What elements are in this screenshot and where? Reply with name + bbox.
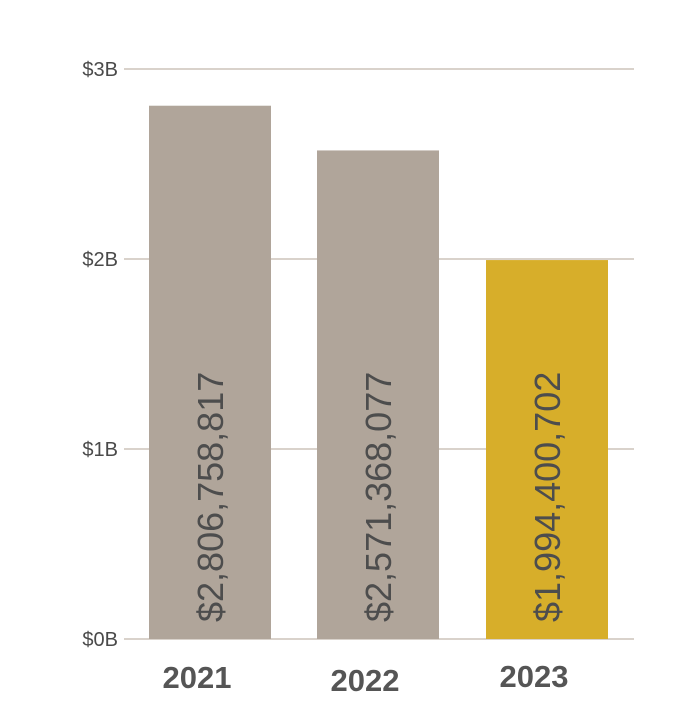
- y-tick-label: $2B: [82, 249, 118, 271]
- bar-layer: [149, 105, 608, 640]
- value-label-2021: $2,806,758,817: [190, 372, 231, 622]
- y-tick-label: $0B: [82, 629, 118, 651]
- label-layer: $0B $1B $2B $3B $2,806,758,817 2021 $2,571,368…: [82, 59, 568, 698]
- y-tick-label: $3B: [82, 59, 118, 81]
- bar-2023: [486, 260, 608, 639]
- x-tick-label-2023: 2023: [500, 659, 569, 694]
- bar-2021: [149, 105, 271, 640]
- y-tick-label: $1B: [82, 439, 118, 461]
- x-tick-label-2021: 2021: [163, 660, 232, 695]
- x-tick-label-2022: 2022: [331, 663, 400, 698]
- bar-2022: [317, 150, 439, 639]
- value-label-2023: $1,994,400,702: [527, 372, 568, 622]
- value-label-2022: $2,571,368,077: [358, 372, 399, 622]
